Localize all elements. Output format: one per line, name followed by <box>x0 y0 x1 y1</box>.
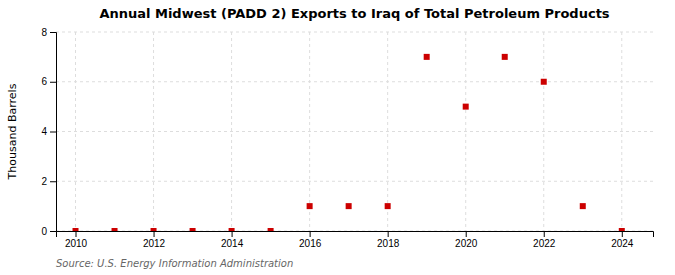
point <box>268 228 274 231</box>
grid-line-y <box>56 81 653 82</box>
x-tick: 2010 <box>65 231 88 249</box>
x-tick-label: 2010 <box>65 238 88 249</box>
grid-line-x <box>231 32 232 231</box>
y-tick-label: 2 <box>41 176 47 187</box>
y-axis: 0 2 4 6 8 <box>41 27 56 237</box>
y-tick-mark <box>50 231 56 232</box>
grid <box>56 32 653 231</box>
x-tick-label: 2020 <box>455 238 478 249</box>
x-axis: 2010 2012 2014 2016 2018 2020 2022 2024 <box>57 231 654 249</box>
y-tick: 6 <box>41 76 56 87</box>
grid-line-y <box>56 131 653 132</box>
x-tick: 2016 <box>299 231 322 249</box>
grid-line-x <box>75 32 76 231</box>
x-tick-label: 2016 <box>299 238 322 249</box>
y-axis-line <box>50 33 57 232</box>
x-tick-mark <box>466 231 467 237</box>
point <box>346 203 352 209</box>
y-tick-mark <box>50 181 56 182</box>
grid-line-x <box>387 32 388 231</box>
point <box>424 54 430 60</box>
y-tick-label: 6 <box>41 76 47 87</box>
grid-line-x <box>465 32 466 231</box>
x-tick: 2024 <box>611 231 634 249</box>
y-tick: 0 <box>41 226 56 237</box>
point <box>463 104 469 110</box>
x-tick-mark <box>388 231 389 237</box>
x-tick-label: 2014 <box>221 238 244 249</box>
point <box>229 228 235 231</box>
x-tick: 2014 <box>221 231 244 249</box>
title: Annual Midwest (PADD 2) Exports to Iraq … <box>99 6 609 21</box>
point <box>151 228 157 231</box>
chart: 2010 2012 2014 2016 2018 2020 2022 2024 0 2 4 6 8 Ann… <box>0 0 675 275</box>
grid-line-y <box>56 181 653 182</box>
y-tick: 8 <box>41 27 56 38</box>
x-tick-label: 2022 <box>533 238 556 249</box>
plot-area: 2010 2012 2014 2016 2018 2020 2022 2024 0 2 4 6 8 <box>41 27 653 249</box>
x-tick-mark <box>76 231 77 237</box>
x-tick: 2012 <box>143 231 166 249</box>
x-tick-label: 2018 <box>377 238 400 249</box>
x-tick-label: 2012 <box>143 238 166 249</box>
grid-line-x <box>309 32 310 231</box>
point <box>73 228 79 231</box>
grid-line-x <box>153 32 154 231</box>
x-tick-mark <box>154 231 155 237</box>
y-tick: 4 <box>41 126 56 137</box>
point <box>619 228 625 231</box>
x-tick-label: 2024 <box>611 238 634 249</box>
y-tick-mark <box>50 132 56 133</box>
y-tick-label: 4 <box>41 126 47 137</box>
point <box>385 203 391 209</box>
x-axis-line <box>57 232 654 238</box>
x-tick: 2022 <box>533 231 556 249</box>
grid-line-y <box>56 32 653 33</box>
y-tick-label: 0 <box>41 226 47 237</box>
grid-line-x <box>621 32 622 231</box>
point <box>541 79 547 85</box>
points <box>73 54 625 231</box>
x-tick-mark <box>544 231 545 237</box>
source: Source: U.S. Energy Information Administ… <box>56 258 293 269</box>
point <box>190 228 196 231</box>
y-axis-title: Thousand Barrels <box>6 83 19 180</box>
y-tick-mark <box>50 32 56 33</box>
y-tick: 2 <box>41 176 56 187</box>
point <box>112 228 118 231</box>
point <box>502 54 508 60</box>
x-tick: 2020 <box>455 231 478 249</box>
x-tick-mark <box>310 231 311 237</box>
y-tick-mark <box>50 82 56 83</box>
x-tick-mark <box>622 231 623 237</box>
x-tick-mark <box>232 231 233 237</box>
grid-line-x <box>543 32 544 231</box>
point <box>580 203 586 209</box>
point <box>307 203 313 209</box>
y-tick-label: 8 <box>41 27 47 38</box>
x-tick: 2018 <box>377 231 400 249</box>
